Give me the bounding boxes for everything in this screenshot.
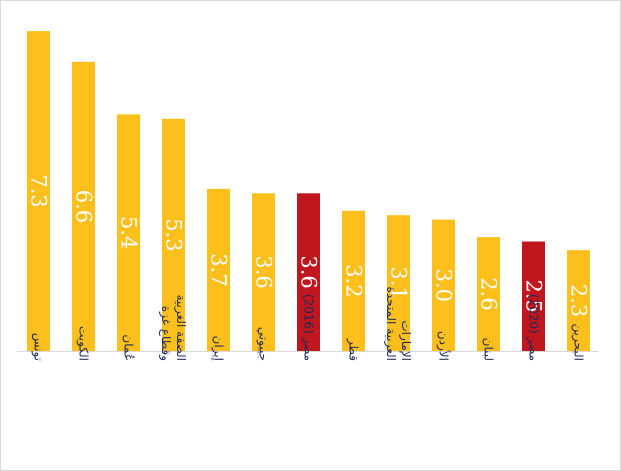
value-label-8: 3.1 [387, 266, 411, 299]
category-label-7: قطر [346, 338, 361, 361]
bar-12 [567, 250, 590, 351]
bar-1 [72, 61, 95, 352]
value-label-1: 6.6 [72, 190, 96, 223]
value-label-2: 5.4 [117, 216, 141, 249]
bar-6 [297, 193, 320, 351]
value-label-7: 3.2 [342, 264, 366, 297]
value-label-4: 3.7 [207, 253, 231, 286]
value-label-9: 3.0 [432, 269, 456, 302]
bars-group: 7.3 6.6 5.4 5.3 3.7 3.6 3.6 3.2 3.1 3.0 2.6 2.5 2.3 [27, 31, 591, 352]
bar-5 [252, 193, 275, 351]
bar-10 [477, 237, 500, 351]
bar-0 [27, 31, 50, 351]
value-label-10: 2.6 [477, 277, 501, 310]
bar-11 [522, 241, 545, 351]
bar-2 [117, 114, 140, 352]
category-label-5: جيبوتي [256, 327, 271, 361]
category-label-3-line-0: الضفة الغربية [173, 294, 188, 361]
bar-9 [432, 219, 455, 351]
category-label-1: الكويت [76, 326, 91, 361]
bar-8 [387, 215, 410, 351]
category-label-2: عُمان [122, 334, 136, 361]
category-label-8-line-0: الإمارات [398, 320, 413, 361]
value-label-6: 3.6 [297, 255, 321, 288]
bar-7 [342, 210, 365, 351]
category-label-9: الأردن [436, 331, 452, 361]
category-label-10: لبنان [482, 338, 496, 361]
category-label-6: مصر (2016) [301, 294, 316, 361]
bar-3 [162, 118, 185, 351]
value-label-5: 3.6 [252, 255, 276, 288]
category-label-4: إيران [211, 336, 226, 361]
bar-4 [207, 188, 230, 351]
value-label-11: 2.5 [522, 279, 546, 312]
category-label-12: البحرين [571, 324, 586, 361]
value-label-12: 2.3 [567, 284, 591, 317]
value-label-3: 5.3 [162, 218, 186, 251]
category-label-11: مصر (2020) [526, 294, 541, 361]
category-label-0: تونس [31, 333, 46, 361]
value-label-0: 7.3 [27, 174, 51, 207]
category-label-8-line-1: العربية المتحدة [383, 287, 398, 362]
category-label-3-line-1: وقطاع غزة [158, 306, 173, 361]
